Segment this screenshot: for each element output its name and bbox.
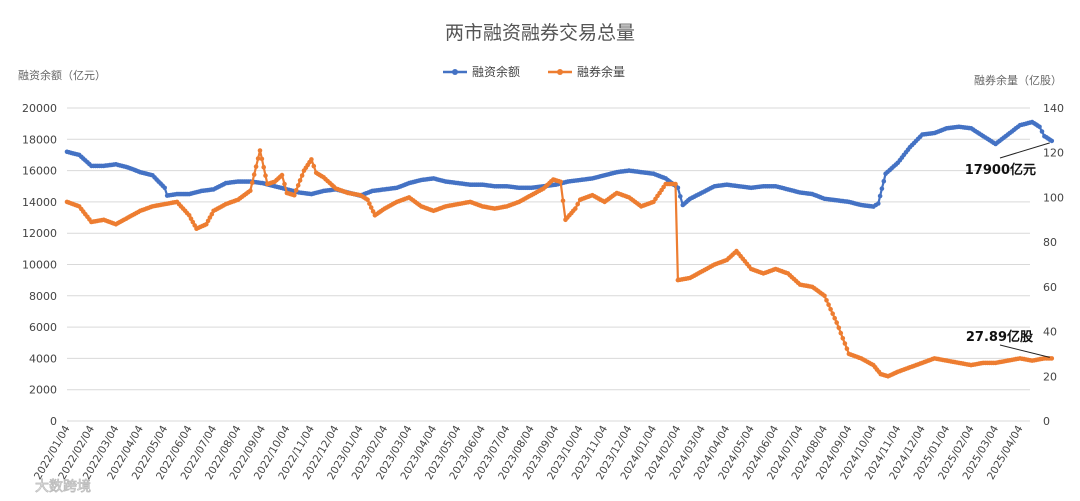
data-point	[368, 205, 374, 210]
data-point	[299, 173, 305, 178]
y-right-axis-title: 融券余量（亿股）	[974, 73, 1062, 87]
data-point	[1037, 124, 1042, 130]
y-left-tick-label: 0	[50, 415, 57, 428]
y-right-tick-label: 20	[1043, 370, 1057, 383]
data-point	[675, 185, 681, 191]
y-left-tick-label: 8000	[29, 290, 57, 303]
data-point	[282, 181, 287, 187]
data-point	[1049, 138, 1055, 144]
legend-label-financing: 融资余额	[472, 64, 520, 79]
data-point	[261, 164, 267, 170]
data-point	[263, 173, 268, 178]
series-securities-lending	[64, 148, 1055, 379]
data-point	[834, 320, 839, 325]
y-right-tick-label: 120	[1043, 147, 1064, 160]
data-point	[205, 218, 211, 224]
data-point	[844, 346, 850, 352]
data-point	[560, 198, 566, 204]
y-right-tick-labels: 0 20 40 60 80 100 120 140	[1043, 102, 1064, 428]
data-point	[367, 201, 372, 206]
data-point	[828, 306, 833, 312]
data-point	[832, 315, 837, 321]
data-point	[248, 188, 253, 193]
data-point	[295, 183, 301, 188]
legend-label-lending: 融券余量	[577, 64, 625, 79]
data-point	[575, 201, 580, 207]
data-point	[204, 222, 209, 227]
y-left-tick-labels: 0 2000 4000 6000 8000 10000 12000 14000 16000 180…	[22, 102, 57, 428]
data-point	[370, 209, 376, 214]
data-point	[293, 188, 299, 193]
watermark-text: 大数跨境	[35, 479, 91, 495]
data-point	[253, 164, 259, 169]
data-point	[251, 172, 257, 177]
legend-marker-lending	[557, 69, 563, 75]
y-left-tick-label: 20000	[22, 102, 57, 115]
data-point	[209, 211, 215, 217]
legend-marker-financing	[452, 69, 458, 75]
legend-item-financing-balance[interactable]: 融资余额	[443, 64, 520, 79]
y-left-tick-label: 6000	[29, 321, 57, 334]
legend: 融资余额 融券余量	[443, 64, 625, 79]
data-point	[255, 156, 261, 161]
y-left-tick-label: 10000	[22, 259, 57, 272]
y-left-axis-title: 融资余额（亿元）	[18, 68, 106, 82]
data-point	[1049, 356, 1055, 361]
data-point	[678, 194, 683, 199]
y-right-tick-label: 140	[1043, 102, 1064, 115]
data-point	[1039, 129, 1045, 134]
data-point	[824, 298, 829, 303]
y-left-tick-label: 14000	[22, 196, 57, 209]
data-point	[826, 302, 831, 308]
y-left-tick-label: 2000	[29, 384, 57, 397]
chart-title: 两市融资融券交易总量	[445, 22, 635, 44]
legend-item-securities-lending[interactable]: 融券余量	[548, 64, 625, 79]
data-point	[836, 325, 842, 331]
data-point	[830, 311, 835, 317]
annotations: 17900亿元 27.89亿股	[965, 142, 1050, 358]
data-point	[838, 330, 844, 336]
y-left-tick-label: 16000	[22, 165, 57, 178]
data-point	[876, 201, 881, 206]
data-point	[881, 178, 887, 184]
y-left-tick-label: 4000	[29, 352, 57, 365]
annotation-leader-financing	[999, 142, 1050, 159]
data-point	[279, 172, 285, 178]
data-point	[259, 156, 265, 162]
data-point	[257, 148, 263, 153]
series-group	[64, 119, 1055, 379]
annotation-leader-lending	[999, 344, 1050, 358]
data-point	[879, 186, 885, 191]
y-right-tick-label: 60	[1043, 281, 1057, 294]
y-left-tick-label: 18000	[22, 133, 57, 146]
y-right-tick-label: 40	[1043, 326, 1057, 339]
y-left-tick-label: 12000	[22, 227, 57, 240]
data-point	[822, 293, 827, 299]
data-point	[365, 197, 370, 202]
annotation-financing-value: 17900亿元	[965, 162, 1036, 178]
data-point	[573, 206, 578, 211]
data-point	[186, 213, 192, 218]
annotation-lending-value: 27.89亿股	[966, 329, 1033, 345]
data-point	[297, 178, 303, 183]
data-point	[309, 157, 314, 162]
data-point	[877, 193, 883, 199]
data-point	[162, 185, 167, 191]
data-point	[558, 179, 563, 185]
data-point	[673, 181, 678, 187]
y-right-tick-label: 80	[1043, 236, 1057, 249]
data-point	[311, 163, 317, 169]
data-point	[842, 341, 848, 346]
data-point	[292, 192, 297, 198]
data-point	[190, 219, 196, 225]
y-right-tick-label: 100	[1043, 191, 1064, 204]
data-point	[249, 180, 255, 185]
y-right-tick-label: 0	[1043, 415, 1050, 428]
data-point	[840, 336, 846, 341]
